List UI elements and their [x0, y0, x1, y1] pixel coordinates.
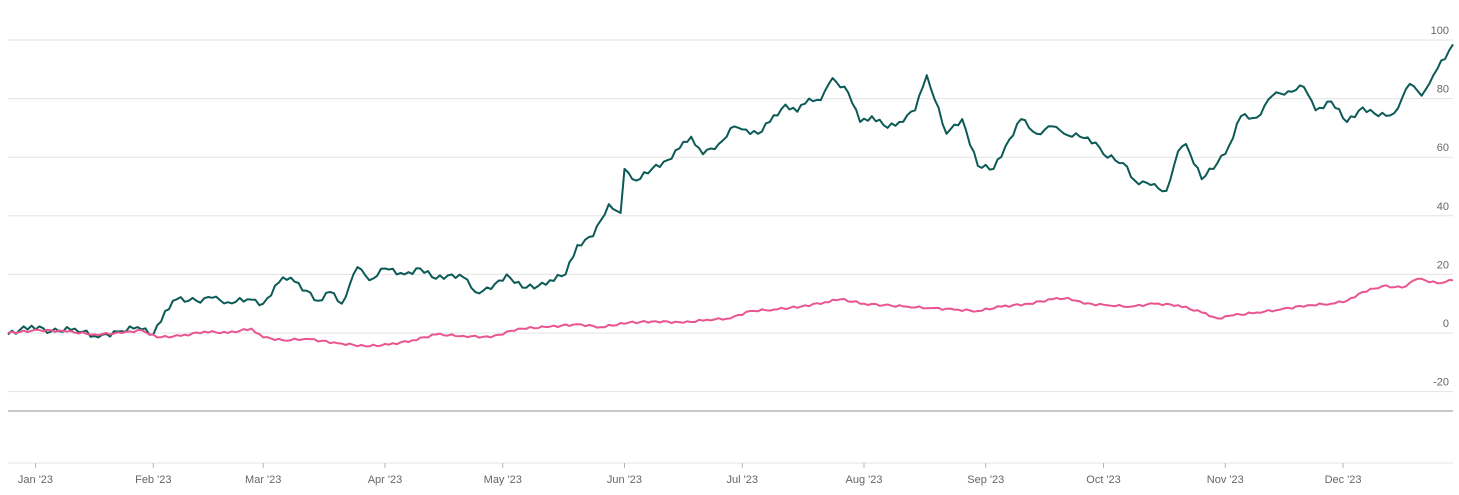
x-tick-label: Aug '23: [846, 474, 883, 486]
y-tick-label: 40: [1437, 201, 1449, 213]
x-tick-label: Nov '23: [1207, 474, 1244, 486]
x-tick-label: Sep '23: [967, 474, 1004, 486]
y-tick-label: 20: [1437, 259, 1449, 271]
y-tick-label: 60: [1437, 142, 1449, 154]
x-axis: Jan '23 Feb '23 Mar '23 Apr '23 May '23 Jun '…: [8, 410, 1453, 486]
x-tick-label: Feb '23: [135, 474, 171, 486]
x-tick-label: Oct '23: [1086, 474, 1121, 486]
x-tick-label: Jul '23: [727, 474, 758, 486]
series-line-1: [7, 43, 1454, 339]
y-tick-label: 0: [1443, 318, 1449, 330]
x-tick-label: May '23: [484, 474, 522, 486]
y-axis-labels: 100 80 60 40 20 0 -20: [1431, 25, 1449, 389]
gridlines: [8, 39, 1453, 393]
series-lines: [7, 43, 1454, 348]
series-line-2: [7, 277, 1454, 348]
x-tick-label: Mar '23: [245, 474, 281, 486]
x-tick-label: Dec '23: [1325, 474, 1362, 486]
x-tick-label: Jun '23: [607, 474, 642, 486]
y-tick-label: 100: [1431, 25, 1449, 37]
y-tick-label: 80: [1437, 84, 1449, 96]
x-tick-label: Apr '23: [368, 474, 403, 486]
x-tick-label: Jan '23: [18, 474, 53, 486]
y-tick-label: -20: [1433, 377, 1449, 389]
